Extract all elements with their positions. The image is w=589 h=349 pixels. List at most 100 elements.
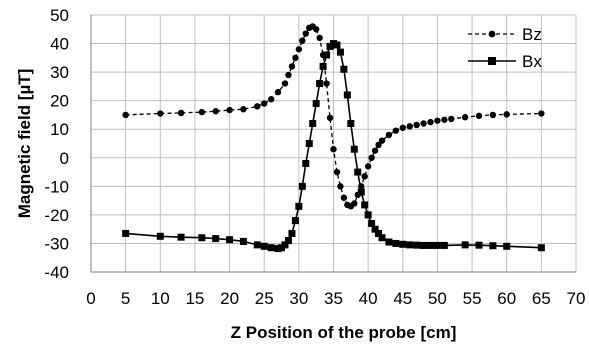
series-bx-point [371, 225, 379, 233]
series-bx-point [399, 240, 407, 248]
x-tick-label: 30 [289, 289, 308, 308]
series-bx-point [298, 182, 306, 190]
y-tick-label: -30 [44, 234, 69, 253]
series-bx-point [440, 241, 448, 249]
series-bx-point [489, 242, 497, 250]
series-bx-point [323, 51, 331, 59]
series-bz-point [340, 194, 348, 201]
series-bz-point [240, 106, 247, 113]
y-tick-label: -10 [44, 177, 69, 196]
series-bz-point [461, 114, 469, 121]
series-bx-point [284, 237, 292, 245]
series-bx-point [343, 91, 351, 99]
series-bx-point [253, 241, 261, 249]
series-bz-point [312, 26, 320, 33]
legend-marker-bz [488, 30, 496, 38]
x-axis-title: Z Position of the probe [cm] [231, 323, 457, 342]
series-bx-point [433, 241, 441, 249]
legend-label-bx: Bx [522, 52, 542, 71]
series-bz-point [285, 71, 292, 79]
x-tick-label: 70 [567, 289, 586, 308]
series-bx-point [302, 159, 310, 167]
series-bx-point [406, 241, 414, 249]
series-bx-point [198, 234, 206, 242]
series-bx-point [354, 168, 362, 176]
legend-label-bz: Bz [522, 25, 542, 44]
x-tick-label: 5 [121, 289, 130, 308]
series-bx-point [156, 232, 164, 240]
series-bx-point [378, 234, 386, 242]
series-bx-point [319, 62, 327, 70]
series-bx-point [122, 229, 130, 237]
x-tick-label: 55 [463, 289, 482, 308]
series-bz-point [364, 163, 372, 170]
series-bx-point [364, 211, 372, 219]
series-bz-point [330, 146, 337, 153]
series-bz-point [295, 46, 303, 53]
x-tick-label: 0 [86, 289, 95, 308]
series-bx-point [340, 65, 348, 73]
series-bx-point [475, 241, 483, 249]
series-bx-point [537, 244, 545, 252]
series-bz-point [371, 147, 379, 154]
series-bz-point [212, 108, 219, 115]
axes [90, 15, 576, 273]
series-bz-point [323, 80, 330, 87]
series-bx-point [309, 120, 317, 128]
series-bz-point [475, 112, 483, 120]
series-bz-point [406, 123, 413, 130]
x-tick-label: 35 [324, 289, 343, 308]
series-bz-point [326, 114, 334, 122]
series-bx-point [420, 241, 428, 249]
y-axis-title: Magnetic field [µT] [15, 69, 34, 219]
series-bz-point [157, 110, 164, 117]
series-bz-point [420, 120, 427, 127]
series-bx [122, 40, 545, 253]
y-tick-label: 20 [50, 92, 69, 111]
series-bz-point [198, 108, 206, 116]
series-bz-point [489, 111, 497, 119]
x-tick-label: 15 [185, 289, 204, 308]
series-bx-point [267, 244, 275, 252]
y-tick-label: 40 [50, 35, 69, 54]
x-tick-label: 65 [532, 289, 551, 308]
y-tick-label: 0 [60, 149, 69, 168]
series-bz-point [122, 111, 129, 119]
series-bz-point [375, 141, 382, 149]
series-bx-point [392, 239, 400, 247]
series-bz-point [434, 117, 441, 124]
y-tick-label: -20 [44, 206, 69, 225]
series-bx-point [368, 219, 376, 227]
x-tick-label: 10 [151, 289, 170, 308]
series-bz-point [254, 103, 261, 110]
series-bz [122, 23, 545, 210]
series-bz-point [177, 109, 185, 117]
series-bz-point [427, 118, 434, 126]
series-bz-point [368, 154, 375, 161]
series-bx-point [288, 229, 296, 237]
series-bz-point [448, 115, 455, 123]
y-tick-label: 50 [50, 6, 69, 25]
x-tick-label: 45 [393, 289, 412, 308]
series-bz-point [392, 127, 400, 134]
series-bz-point [337, 183, 344, 190]
series-bx-point [375, 229, 383, 237]
series-bx-point [312, 100, 320, 108]
x-tick-label: 60 [497, 289, 516, 308]
series-bz-point [351, 200, 358, 207]
series-bx-point [385, 238, 393, 246]
y-tick-label: 30 [50, 63, 69, 82]
series-bz-point [361, 173, 368, 180]
series-bx-point [333, 41, 341, 49]
series-bx-point [295, 202, 303, 210]
legend: Bz Bx [468, 25, 542, 71]
series-bx-point [281, 241, 289, 249]
series-bz-point [292, 54, 299, 62]
series-bz-point [399, 124, 406, 131]
x-tick-label: 25 [255, 289, 274, 308]
series-bx-point [239, 237, 247, 245]
series-bz-point [316, 34, 323, 42]
series-bz-point [299, 37, 306, 44]
series-bz-point [302, 30, 309, 37]
